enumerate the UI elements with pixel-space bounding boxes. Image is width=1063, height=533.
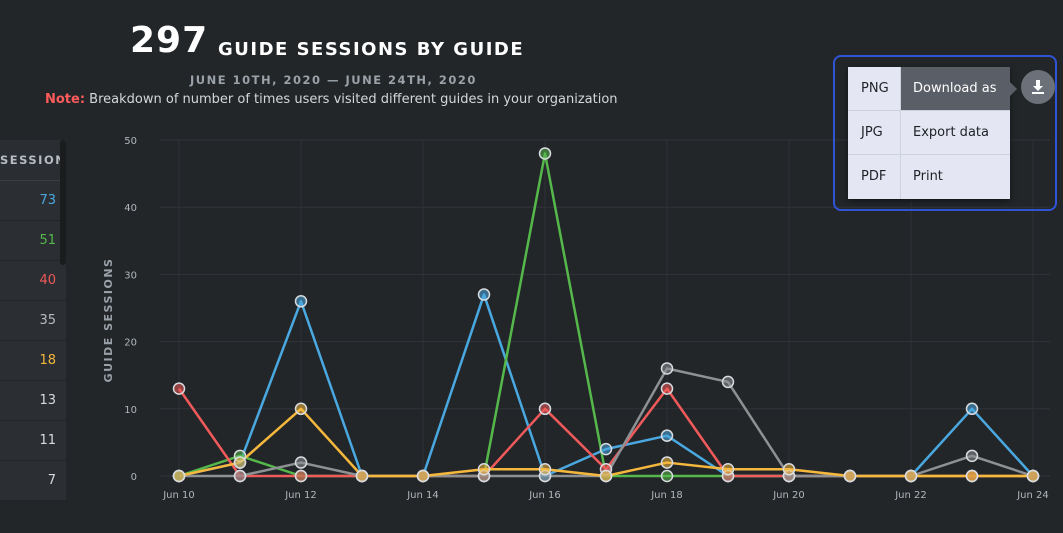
data-point[interactable] xyxy=(233,469,247,483)
data-point[interactable] xyxy=(172,469,186,483)
download-button[interactable] xyxy=(1021,70,1055,104)
table-row[interactable]: 51 xyxy=(0,221,66,261)
menu-row-jpg: JPG Export data xyxy=(848,111,1010,155)
y-tick-label: 10 xyxy=(124,405,137,416)
x-tick-label: Jun 14 xyxy=(406,490,439,501)
table-row[interactable]: 40 xyxy=(0,261,66,301)
x-tick-label: Jun 10 xyxy=(162,490,195,501)
data-point[interactable] xyxy=(721,463,735,476)
x-tick-label: Jun 20 xyxy=(772,490,805,501)
data-point[interactable] xyxy=(477,288,491,301)
data-point[interactable] xyxy=(660,362,674,375)
y-tick-label: 40 xyxy=(124,203,137,214)
table-row[interactable]: 73 xyxy=(0,181,66,221)
table-row[interactable]: 13 xyxy=(0,381,66,421)
data-point[interactable] xyxy=(538,402,552,416)
table-row[interactable]: 35 xyxy=(0,301,66,341)
export-menu-frame xyxy=(833,55,1057,211)
data-point[interactable] xyxy=(782,463,796,476)
table-row[interactable]: 7 xyxy=(0,461,66,501)
data-point[interactable] xyxy=(721,375,735,389)
data-point[interactable] xyxy=(538,463,552,476)
data-point[interactable] xyxy=(965,402,979,416)
date-range: JUNE 10TH, 2020 — JUNE 24TH, 2020 xyxy=(190,73,477,87)
menu-item-png[interactable]: PNG xyxy=(848,67,901,110)
data-point[interactable] xyxy=(294,469,308,483)
menu-item-print[interactable]: Print xyxy=(913,169,943,184)
data-point[interactable] xyxy=(294,402,308,416)
menu-pointer-arrow xyxy=(1010,82,1017,96)
x-axis-ticks: Jun 10 Jun 12 Jun 14 Jun 16 Jun 18 Jun 20 Jun … xyxy=(162,490,1049,501)
table-row[interactable]: 18 xyxy=(0,341,66,381)
data-point[interactable] xyxy=(843,469,857,483)
chart-title: GUIDE SESSIONS BY GUIDE xyxy=(218,39,525,60)
menu-item-download-as[interactable]: Download as xyxy=(901,67,1010,110)
chart-header: 297 GUIDE SESSIONS BY GUIDE JUNE 10TH, 2… xyxy=(0,0,760,130)
export-menu: PNG Download as JPG Export data PDF Prin… xyxy=(848,67,1010,199)
x-tick-label: Jun 12 xyxy=(284,490,317,501)
x-tick-label: Jun 24 xyxy=(1016,490,1049,501)
note-label: Note: xyxy=(45,92,86,107)
data-point[interactable] xyxy=(599,442,613,456)
table-scrollbar[interactable] xyxy=(60,140,66,265)
data-point[interactable] xyxy=(1026,469,1040,483)
table-row[interactable]: 11 xyxy=(0,421,66,461)
y-axis-label: GUIDE SESSIONS xyxy=(102,258,115,383)
sessions-column-header[interactable]: SESSIONS xyxy=(0,140,66,181)
download-icon xyxy=(1032,80,1044,94)
data-point[interactable] xyxy=(294,295,308,308)
data-point[interactable] xyxy=(416,469,430,483)
data-point[interactable] xyxy=(904,469,918,483)
y-tick-label: 0 xyxy=(131,472,137,483)
data-point[interactable] xyxy=(599,469,613,483)
menu-row-png: PNG Download as xyxy=(848,67,1010,111)
menu-item-export-data[interactable]: Export data xyxy=(913,125,989,140)
total-count: 297 xyxy=(130,20,209,61)
data-point[interactable] xyxy=(477,463,491,476)
y-tick-label: 50 xyxy=(124,136,137,147)
data-point[interactable] xyxy=(172,382,186,395)
menu-row-pdf: PDF Print xyxy=(848,155,1010,199)
chart-grid xyxy=(160,139,1050,477)
data-point[interactable] xyxy=(294,456,308,469)
data-point[interactable] xyxy=(660,382,674,395)
data-point[interactable] xyxy=(660,429,674,442)
data-point[interactable] xyxy=(965,469,979,483)
x-tick-label: Jun 22 xyxy=(894,490,927,501)
x-tick-label: Jun 18 xyxy=(650,490,683,501)
y-axis-ticks: 0 10 20 30 40 50 xyxy=(124,136,137,483)
data-point[interactable] xyxy=(660,469,674,483)
x-tick-label: Jun 16 xyxy=(528,490,561,501)
data-point[interactable] xyxy=(965,449,979,463)
series-line-3 xyxy=(179,367,1034,478)
note: Note: Breakdown of number of times users… xyxy=(45,92,618,107)
data-point[interactable] xyxy=(660,456,674,469)
data-point[interactable] xyxy=(355,469,369,483)
data-point[interactable] xyxy=(233,456,247,469)
y-tick-label: 30 xyxy=(124,270,137,281)
menu-item-jpg[interactable]: JPG xyxy=(848,111,901,154)
menu-item-pdf[interactable]: PDF xyxy=(848,155,901,199)
series-points xyxy=(172,147,1040,483)
data-point[interactable] xyxy=(538,147,552,160)
note-text: Breakdown of number of times users visit… xyxy=(85,92,618,107)
y-tick-label: 20 xyxy=(124,338,137,349)
